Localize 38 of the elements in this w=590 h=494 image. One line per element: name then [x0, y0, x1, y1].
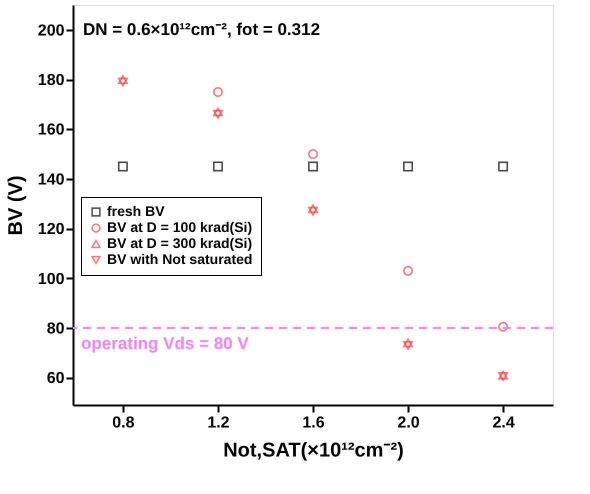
legend-label: fresh BV: [107, 203, 166, 219]
point: [403, 266, 414, 276]
point: [212, 162, 223, 172]
y-tick-label: 120: [38, 221, 65, 238]
x-tick-label: 1.2: [207, 414, 230, 432]
point: [212, 110, 223, 119]
point: [308, 206, 318, 216]
x-axis-title: Not,SAT(×10¹²cm⁻²): [223, 440, 404, 462]
point: [212, 107, 223, 116]
point: [498, 162, 508, 172]
point: [118, 78, 128, 86]
x-tick-label: 2.4: [492, 414, 515, 432]
point: [308, 149, 318, 160]
point: [403, 162, 414, 172]
y-tick-label: 60: [46, 370, 65, 388]
legend-label: BV at D = 100 krad(Si): [107, 219, 252, 235]
point: [498, 322, 508, 332]
y-tick-label: 160: [38, 122, 65, 139]
y-tick-label: 140: [38, 171, 65, 188]
legend-label: BV with Not saturated: [107, 251, 252, 267]
x-tick-label: 1.6: [302, 414, 325, 432]
x-tick-label: 0.8: [112, 414, 135, 432]
point: [403, 340, 414, 350]
point: [118, 162, 128, 172]
point: [308, 162, 318, 172]
annotation: DN = 0.6×10¹²cm⁻², fot = 0.312: [83, 20, 320, 39]
x-tick-label: 2.0: [397, 414, 420, 432]
point: [403, 338, 414, 348]
point: [308, 204, 318, 214]
y-tick-label: 180: [38, 72, 65, 90]
point: [212, 86, 223, 97]
y-tick-label: 100: [38, 270, 65, 288]
y-axis-title: BV (V): [4, 176, 27, 236]
legend-label: BV at D = 300 krad(Si): [107, 235, 252, 251]
y-tick-label: 200: [38, 22, 65, 40]
y-tick-label: 80: [46, 320, 65, 338]
point: [118, 75, 128, 84]
ref-line-label: operating Vds = 80 V: [81, 334, 250, 353]
